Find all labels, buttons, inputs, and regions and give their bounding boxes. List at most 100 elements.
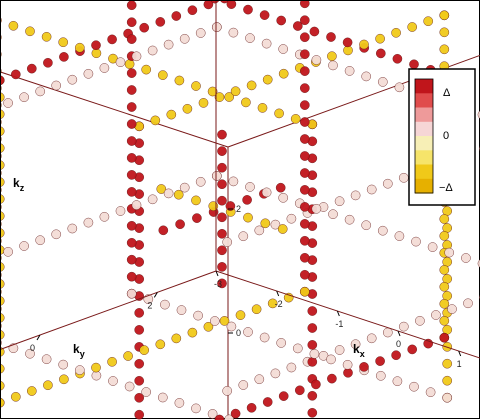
surface-point bbox=[395, 83, 404, 92]
tick-label-x: -1 bbox=[335, 319, 343, 329]
surface-point bbox=[1, 144, 4, 153]
colorbar-swatch bbox=[415, 165, 433, 180]
surface-point bbox=[343, 38, 352, 47]
surface-point bbox=[279, 392, 288, 401]
surface-point bbox=[300, 117, 309, 126]
colorbar-legend: Δ 0 −Δ bbox=[409, 69, 475, 205]
surface-point bbox=[212, 171, 221, 180]
surface-point bbox=[300, 185, 309, 194]
surface-point bbox=[188, 6, 197, 15]
surface-point bbox=[25, 27, 34, 36]
surface-point bbox=[164, 40, 173, 49]
surface-point bbox=[239, 380, 248, 389]
surface-point bbox=[116, 58, 125, 67]
surface-point bbox=[378, 226, 387, 235]
surface-point bbox=[252, 305, 261, 314]
surface-point bbox=[440, 214, 449, 223]
surface-point bbox=[192, 214, 201, 223]
surface-point bbox=[308, 340, 317, 349]
surface-point bbox=[440, 11, 449, 20]
surface-point bbox=[1, 381, 4, 390]
surface-point bbox=[59, 360, 68, 369]
surface-point bbox=[1, 161, 4, 170]
surface-point bbox=[52, 81, 61, 90]
surface-point bbox=[42, 355, 51, 364]
surface-point bbox=[376, 371, 385, 380]
surface-point bbox=[91, 41, 100, 50]
surface-point bbox=[127, 136, 136, 145]
surface-point bbox=[440, 265, 449, 274]
surface-point bbox=[27, 64, 36, 73]
surface-point bbox=[276, 183, 285, 192]
surface-point bbox=[310, 349, 319, 358]
surface-point bbox=[275, 109, 284, 118]
tick-label-z: 0 bbox=[236, 328, 241, 338]
surface-point bbox=[127, 102, 136, 111]
surface-point bbox=[59, 375, 68, 384]
surface-point bbox=[440, 299, 449, 308]
surface-point bbox=[125, 382, 134, 391]
surface-point bbox=[127, 238, 136, 247]
surface-point bbox=[1, 296, 4, 305]
surface-point bbox=[415, 316, 424, 325]
colorbar-swatch bbox=[415, 150, 433, 165]
surface-point bbox=[135, 359, 144, 368]
surface-point bbox=[258, 103, 267, 112]
surface-point bbox=[362, 72, 371, 81]
surface-point bbox=[443, 393, 452, 402]
surface-point bbox=[300, 236, 309, 245]
surface-point bbox=[440, 282, 449, 291]
colorbar-swatch bbox=[415, 79, 433, 94]
surface-point bbox=[300, 253, 309, 262]
surface-point bbox=[1, 194, 4, 203]
surface-point bbox=[376, 34, 385, 43]
surface-point bbox=[1, 398, 4, 407]
surface-point bbox=[445, 248, 454, 257]
legend-label-minus-delta: −Δ bbox=[439, 182, 453, 194]
surface-point bbox=[1, 178, 4, 187]
surface-point bbox=[156, 17, 165, 26]
surface-point bbox=[312, 55, 321, 64]
surface-point bbox=[135, 410, 144, 419]
surface-point bbox=[245, 182, 254, 191]
surface-point bbox=[148, 46, 157, 55]
surface-point bbox=[183, 104, 192, 113]
surface-point bbox=[159, 226, 168, 235]
surface-point bbox=[125, 60, 134, 69]
surface-point bbox=[172, 334, 181, 343]
surface-point bbox=[217, 262, 226, 271]
surface-point bbox=[428, 243, 437, 252]
surface-point bbox=[376, 49, 385, 58]
surface-point bbox=[440, 333, 449, 342]
surface-point bbox=[127, 187, 136, 196]
surface-point bbox=[9, 21, 18, 30]
surface-point bbox=[142, 65, 151, 74]
surface-point bbox=[300, 168, 309, 177]
colorbar-swatches bbox=[415, 79, 433, 194]
surface-point bbox=[327, 52, 336, 61]
surface-point bbox=[108, 35, 117, 44]
tick-label-y: 2 bbox=[147, 300, 152, 310]
surface-point bbox=[217, 196, 226, 205]
surface-point bbox=[20, 241, 29, 250]
surface-point bbox=[4, 98, 13, 107]
surface-point bbox=[227, 322, 236, 331]
surface-point bbox=[279, 44, 288, 53]
surface-point bbox=[443, 359, 452, 368]
surface-point bbox=[75, 366, 84, 375]
surface-point bbox=[236, 311, 245, 320]
surface-point bbox=[300, 50, 309, 59]
surface-point bbox=[392, 351, 401, 360]
colorbar-swatch bbox=[415, 93, 433, 108]
surface-point bbox=[1, 262, 4, 271]
surface-point bbox=[196, 28, 205, 37]
surface-point bbox=[127, 255, 136, 264]
surface-point bbox=[217, 213, 226, 222]
surface-point bbox=[300, 1, 309, 8]
surface-point bbox=[1, 76, 4, 85]
legend-label-delta: Δ bbox=[443, 87, 451, 99]
surface-point bbox=[426, 388, 435, 397]
surface-point bbox=[42, 32, 51, 41]
surface-point bbox=[59, 52, 68, 61]
surface-point bbox=[1, 330, 4, 339]
